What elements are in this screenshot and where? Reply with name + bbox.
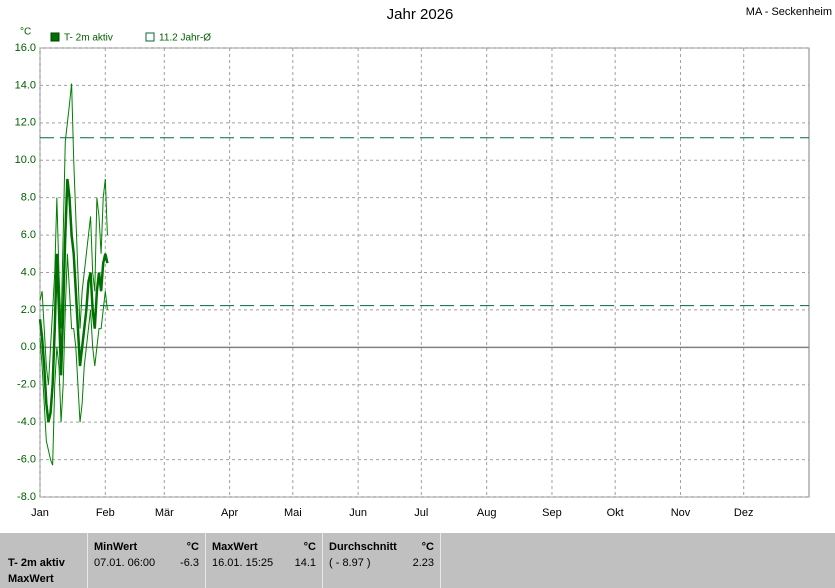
y-tick-label: 16.0 xyxy=(15,42,36,54)
stat-value: 14.1 xyxy=(294,557,316,569)
min-line xyxy=(39,253,108,466)
x-tick-label: Mär xyxy=(155,507,174,519)
x-tick-label: Jun xyxy=(349,507,367,519)
y-tick-label: 0.0 xyxy=(21,341,36,353)
y-tick-label: 4.0 xyxy=(21,266,36,278)
max-line xyxy=(39,83,108,385)
x-tick-label: Feb xyxy=(96,507,115,519)
legend-swatch xyxy=(50,32,60,42)
x-tick-label: Okt xyxy=(607,507,624,519)
legend-label: T- 2m aktiv xyxy=(64,33,113,44)
y-tick-label: 6.0 xyxy=(21,229,36,241)
column-unit: °C xyxy=(186,541,199,553)
column-unit: °C xyxy=(303,541,316,553)
series-line xyxy=(38,178,109,423)
x-tick-label: Apr xyxy=(221,507,238,519)
column-header: MaxWert xyxy=(212,541,258,553)
column-header: Durchschnitt xyxy=(329,541,397,553)
y-tick-label: 2.0 xyxy=(21,304,36,316)
stats-table: T- 2m aktiv MaxWert MinWert °C 07.01. 06:0… xyxy=(0,533,835,588)
x-tick-label: Dez xyxy=(734,507,754,519)
column-unit: °C xyxy=(421,541,434,553)
y-tick-label: 10.0 xyxy=(15,154,36,166)
y-unit: °C xyxy=(20,27,31,38)
x-tick-label: Nov xyxy=(671,507,691,519)
y-tick-label: -8.0 xyxy=(17,491,36,503)
x-tick-label: Sep xyxy=(542,507,562,519)
stat-column: MaxWert °C 16.01. 15:25 14.1 xyxy=(206,533,323,588)
legend-swatch xyxy=(145,32,155,42)
row-label: MaxWert xyxy=(8,573,54,585)
station: MA - Seckenheim xyxy=(746,6,832,18)
stat-time: 16.01. 15:25 xyxy=(212,557,274,569)
column-header: MinWert xyxy=(94,541,138,553)
x-tick-label: Mai xyxy=(284,507,302,519)
y-tick-label: 14.0 xyxy=(15,79,36,91)
x-tick-label: Jan xyxy=(31,507,49,519)
y-tick-label: -4.0 xyxy=(17,416,36,428)
chart: Jahr 2026 MA - Seckenheim °C -8.0 -6.0 -4.… xyxy=(15,6,832,519)
y-tick-label: -6.0 xyxy=(17,453,36,465)
stat-column: Durchschnitt °C ( - 8.97 ) 2.23 xyxy=(323,533,441,588)
row-label: T- 2m aktiv xyxy=(8,557,65,569)
legend-label: 11.2 Jahr-Ø xyxy=(159,33,211,44)
y-tick-label: 8.0 xyxy=(21,192,36,204)
x-tick-label: Jul xyxy=(414,507,428,519)
y-tick-label: -2.0 xyxy=(17,379,36,391)
x-tick-label: Aug xyxy=(477,507,497,519)
stat-time: 07.01. 06:00 xyxy=(94,557,156,569)
y-tick-label: 12.0 xyxy=(15,117,36,129)
chart-title: Jahr 2026 xyxy=(387,6,454,23)
stat-time: ( - 8.97 ) xyxy=(329,557,371,569)
stat-value: 2.23 xyxy=(412,557,434,569)
stat-value: -6.3 xyxy=(180,557,199,569)
label-cell: T- 2m aktiv MaxWert xyxy=(0,533,88,588)
stat-column: MinWert °C 07.01. 06:00 -6.3 xyxy=(88,533,206,588)
